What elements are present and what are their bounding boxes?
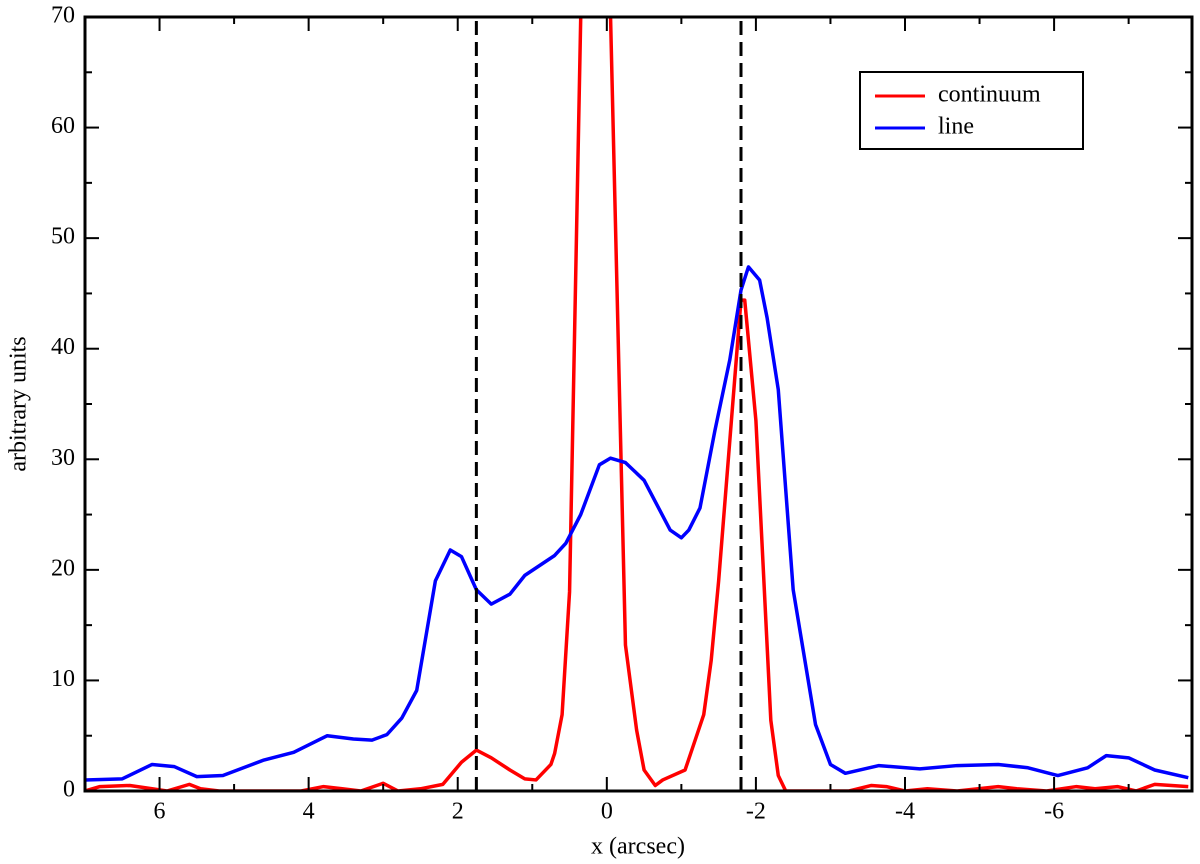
x-tick-label: -4 [895,799,915,825]
x-tick-label: 2 [452,799,464,825]
legend-label: continuum [938,82,1041,108]
x-tick-label: 0 [601,799,613,825]
legend-label: line [938,114,974,140]
x-tick-label: 4 [303,799,315,825]
y-tick-label: 50 [51,224,75,250]
x-axis-label: x (arcsec) [591,834,685,860]
y-tick-label: 30 [51,445,75,471]
x-tick-label: -2 [746,799,766,825]
y-axis-label: arbitrary units [6,336,32,471]
y-tick-label: 0 [63,777,75,803]
y-tick-label: 60 [51,113,75,139]
y-tick-label: 10 [51,666,75,692]
y-tick-label: 40 [51,334,75,360]
x-tick-label: 6 [154,799,166,825]
y-tick-label: 70 [51,3,75,29]
legend-box [859,71,1084,150]
series-line [85,265,1189,782]
y-tick-label: 20 [51,555,75,581]
plot-area [85,17,1189,791]
x-tick-label: -6 [1044,799,1064,825]
series-line [85,17,1189,791]
